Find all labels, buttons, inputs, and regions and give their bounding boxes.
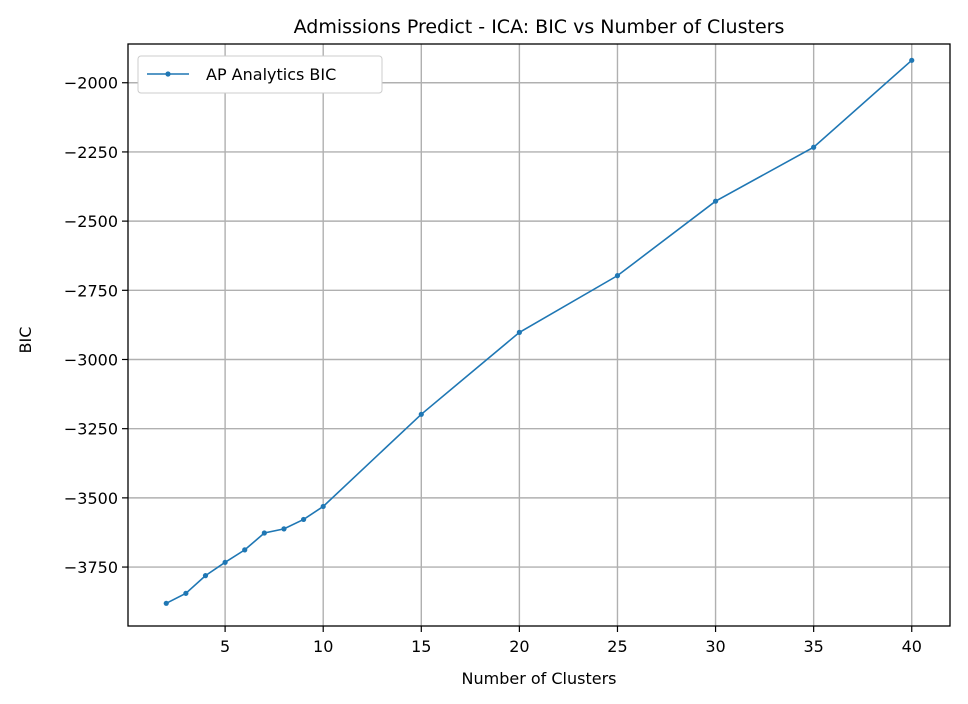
data-point — [261, 530, 267, 536]
x-tick-label: 20 — [509, 637, 529, 656]
x-axis: 5 10 15 20 25 30 35 40 — [220, 626, 922, 656]
legend-box — [137, 55, 383, 94]
data-point — [183, 590, 189, 596]
series-layer — [163, 57, 915, 606]
data-point — [418, 411, 424, 417]
y-tick-label: −2250 — [64, 143, 118, 162]
x-tick-label: 25 — [607, 637, 627, 656]
plot-frame — [127, 43, 951, 627]
y-tick-label: −2000 — [64, 74, 118, 93]
y-tick-label: −3750 — [64, 558, 118, 577]
data-point — [242, 547, 248, 553]
y-axis: −3750 −3500 −3250 −3000 −2750 −2500 −2250 −2000 — [64, 74, 128, 577]
x-tick-label: 5 — [220, 637, 230, 656]
x-tick-label: 30 — [705, 637, 725, 656]
y-tick-label: −3000 — [64, 350, 118, 369]
data-point — [614, 273, 621, 279]
data-point — [712, 198, 719, 204]
grid-lines — [128, 44, 950, 626]
data-point — [202, 573, 209, 579]
data-point — [300, 516, 307, 523]
data-point — [281, 526, 287, 532]
data-point — [811, 144, 817, 150]
y-tick-label: −2500 — [64, 212, 118, 231]
legend-marker-sample — [165, 71, 171, 77]
x-tick-label: 15 — [411, 637, 431, 656]
chart-title: Admissions Predict - ICA: BIC vs Number … — [294, 16, 785, 38]
y-tick-label: −3250 — [64, 420, 118, 439]
legend-label: AP Analytics BIC — [206, 65, 336, 84]
y-axis-label: BIC — [16, 327, 35, 354]
x-tick-label: 10 — [313, 637, 333, 656]
data-point — [163, 600, 169, 606]
x-tick-label: 40 — [902, 637, 922, 656]
x-tick-label: 35 — [803, 637, 823, 656]
data-point — [222, 559, 228, 565]
legend: AP Analytics BIC — [137, 55, 383, 94]
y-tick-label: −2750 — [64, 281, 118, 300]
x-axis-label: Number of Clusters — [462, 669, 617, 688]
data-point — [909, 57, 915, 63]
data-point — [516, 329, 522, 335]
data-point — [320, 503, 326, 510]
y-tick-label: −3500 — [64, 489, 118, 508]
